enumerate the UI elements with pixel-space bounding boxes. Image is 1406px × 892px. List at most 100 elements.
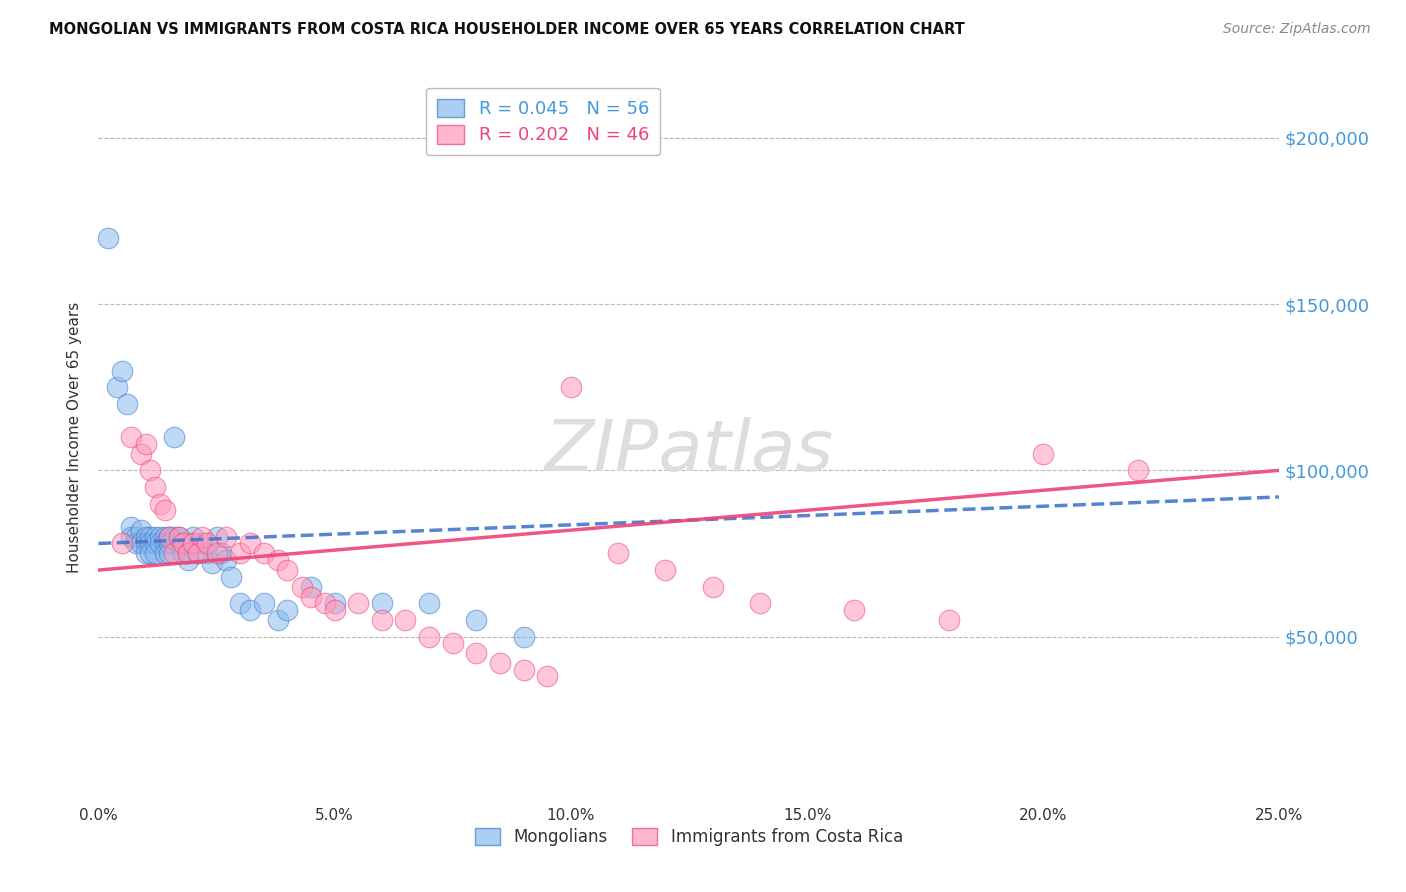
Point xyxy=(143,480,166,494)
Point xyxy=(299,590,322,604)
Point xyxy=(149,497,172,511)
Point xyxy=(135,546,157,560)
Point xyxy=(465,613,488,627)
Point xyxy=(149,536,172,550)
Point xyxy=(97,230,120,244)
Point xyxy=(121,430,143,444)
Point xyxy=(536,669,558,683)
Point xyxy=(201,557,224,571)
Point xyxy=(195,546,218,560)
Point xyxy=(748,596,770,610)
Point xyxy=(299,580,322,594)
Point xyxy=(489,656,512,670)
Point xyxy=(191,530,214,544)
Text: ZIPatlas: ZIPatlas xyxy=(544,417,834,486)
Point xyxy=(181,536,204,550)
Point xyxy=(163,430,186,444)
Point xyxy=(121,530,143,544)
Point xyxy=(139,536,162,550)
Point xyxy=(702,580,724,594)
Point xyxy=(172,536,194,550)
Point xyxy=(143,546,166,560)
Point xyxy=(121,520,143,534)
Point xyxy=(129,536,152,550)
Point xyxy=(512,630,534,644)
Point xyxy=(157,546,180,560)
Point xyxy=(167,530,190,544)
Point xyxy=(187,546,209,560)
Point xyxy=(177,546,200,560)
Point xyxy=(125,530,148,544)
Y-axis label: Householder Income Over 65 years: Householder Income Over 65 years xyxy=(67,301,83,573)
Point xyxy=(347,596,370,610)
Point xyxy=(139,546,162,560)
Point xyxy=(135,436,157,450)
Point xyxy=(139,463,162,477)
Point xyxy=(177,546,200,560)
Point xyxy=(143,536,166,550)
Point xyxy=(167,530,190,544)
Point xyxy=(371,613,394,627)
Point xyxy=(195,536,218,550)
Point xyxy=(441,636,464,650)
Point xyxy=(276,603,298,617)
Point xyxy=(215,530,238,544)
Point xyxy=(172,546,194,560)
Point xyxy=(560,380,582,394)
Point xyxy=(512,663,534,677)
Point xyxy=(371,596,394,610)
Point xyxy=(205,546,228,560)
Point xyxy=(157,536,180,550)
Point xyxy=(153,503,176,517)
Point xyxy=(239,536,262,550)
Point xyxy=(163,530,186,544)
Point xyxy=(129,447,152,461)
Point xyxy=(267,553,290,567)
Point xyxy=(229,546,252,560)
Point xyxy=(323,603,346,617)
Point xyxy=(135,530,157,544)
Point xyxy=(181,530,204,544)
Point xyxy=(105,380,128,394)
Point xyxy=(418,596,440,610)
Point xyxy=(153,530,176,544)
Point xyxy=(172,536,194,550)
Point xyxy=(163,546,186,560)
Legend: Mongolians, Immigrants from Costa Rica: Mongolians, Immigrants from Costa Rica xyxy=(468,822,910,853)
Point xyxy=(143,530,166,544)
Point xyxy=(215,553,238,567)
Point xyxy=(1032,447,1054,461)
Point xyxy=(607,546,630,560)
Text: MONGOLIAN VS IMMIGRANTS FROM COSTA RICA HOUSEHOLDER INCOME OVER 65 YEARS CORRELA: MONGOLIAN VS IMMIGRANTS FROM COSTA RICA … xyxy=(49,22,965,37)
Point xyxy=(115,397,138,411)
Point xyxy=(209,546,232,560)
Point xyxy=(177,553,200,567)
Point xyxy=(205,530,228,544)
Point xyxy=(239,603,262,617)
Point xyxy=(394,613,416,627)
Point xyxy=(253,596,276,610)
Point xyxy=(187,546,209,560)
Point xyxy=(181,536,204,550)
Point xyxy=(276,563,298,577)
Point xyxy=(149,530,172,544)
Point xyxy=(157,530,180,544)
Point xyxy=(253,546,276,560)
Point xyxy=(844,603,866,617)
Point xyxy=(290,580,312,594)
Point xyxy=(191,536,214,550)
Point xyxy=(157,530,180,544)
Text: Source: ZipAtlas.com: Source: ZipAtlas.com xyxy=(1223,22,1371,37)
Point xyxy=(153,546,176,560)
Point xyxy=(219,570,242,584)
Point xyxy=(139,530,162,544)
Point xyxy=(314,596,336,610)
Point xyxy=(125,536,148,550)
Point xyxy=(418,630,440,644)
Point xyxy=(167,536,190,550)
Point xyxy=(111,536,134,550)
Point xyxy=(1126,463,1149,477)
Point xyxy=(267,613,290,627)
Point xyxy=(129,523,152,537)
Point xyxy=(153,536,176,550)
